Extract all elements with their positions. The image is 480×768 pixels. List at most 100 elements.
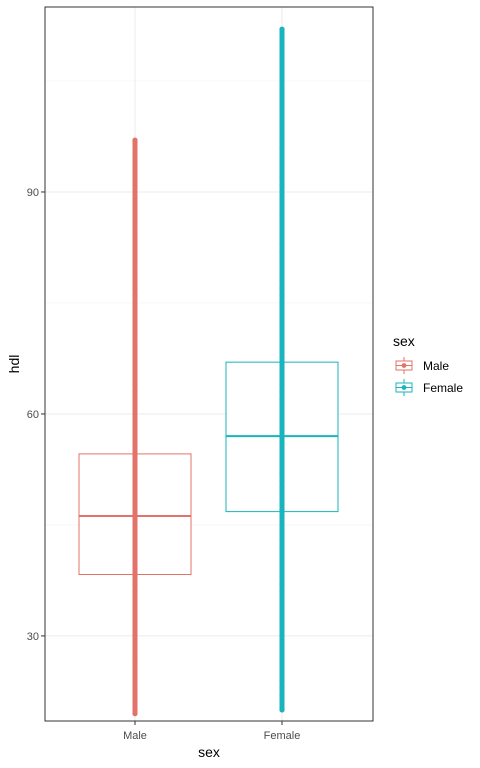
point-female-33 <box>279 463 285 469</box>
point-female-45 <box>279 374 285 380</box>
point-male-59 <box>132 278 138 284</box>
legend-key-point-male <box>401 363 407 368</box>
point-male-39 <box>132 426 138 432</box>
point-male-72 <box>132 170 138 177</box>
point-male-11 <box>132 633 138 639</box>
point-female-71 <box>279 181 285 188</box>
plot-border <box>44 6 374 722</box>
point-male-15 <box>132 603 138 609</box>
point-female-15 <box>279 596 285 602</box>
point-female-3 <box>279 685 285 691</box>
point-male-8 <box>132 655 138 661</box>
point-male-66 <box>132 226 138 232</box>
point-male-4 <box>132 681 138 687</box>
point-male-21 <box>132 559 138 565</box>
point-female-56 <box>279 292 285 299</box>
point-female-16 <box>279 588 285 595</box>
legend: sex Male Female <box>393 333 463 397</box>
point-male-22 <box>132 551 138 558</box>
point-male-40 <box>132 418 138 424</box>
point-male-61 <box>132 263 138 269</box>
legend-entries: Male Female <box>394 356 463 397</box>
point-female-52 <box>279 322 285 328</box>
point-female-12 <box>279 618 285 624</box>
point-male-0 <box>132 711 138 717</box>
point-female-80 <box>279 104 285 110</box>
point-female-26 <box>279 514 285 521</box>
point-female-51 <box>279 329 285 336</box>
point-male-10 <box>132 640 138 646</box>
point-female-35 <box>279 448 285 454</box>
point-female-13 <box>279 611 285 617</box>
legend-entry-female: Female <box>394 378 463 397</box>
point-female-39 <box>279 418 285 424</box>
point-female-17 <box>279 581 285 587</box>
point-female-69 <box>279 196 285 202</box>
point-male-75 <box>132 137 138 143</box>
point-female-76 <box>279 144 285 151</box>
point-male-42 <box>132 403 138 410</box>
point-male-55 <box>132 307 138 313</box>
point-male-69 <box>132 204 138 210</box>
x-tick-label-male: Male <box>123 730 147 742</box>
point-male-6 <box>132 666 138 672</box>
point-female-77 <box>279 133 285 140</box>
point-female-65 <box>279 226 285 232</box>
point-female-58 <box>279 278 285 284</box>
legend-entry-male: Male <box>394 356 449 375</box>
y-axis-title: hdl <box>6 355 22 374</box>
point-female-32 <box>279 470 285 476</box>
point-male-68 <box>132 211 138 217</box>
point-male-67 <box>132 218 138 225</box>
point-female-84 <box>279 26 285 32</box>
point-male-30 <box>132 492 138 498</box>
point-female-14 <box>279 603 285 609</box>
point-male-28 <box>132 507 138 513</box>
point-female-28 <box>279 500 285 506</box>
point-female-54 <box>279 307 285 313</box>
point-male-37 <box>132 440 138 447</box>
point-female-25 <box>279 522 285 528</box>
point-male-56 <box>132 300 138 306</box>
point-male-57 <box>132 292 138 299</box>
point-male-9 <box>132 648 138 654</box>
point-female-22 <box>279 544 285 550</box>
point-female-40 <box>279 411 285 417</box>
point-female-66 <box>279 218 285 225</box>
point-female-1 <box>279 699 285 706</box>
point-female-79 <box>279 115 285 121</box>
y-tick-label-1: 60 <box>27 409 39 421</box>
point-male-38 <box>132 433 138 439</box>
point-male-74 <box>132 152 138 158</box>
point-male-65 <box>132 233 138 239</box>
point-male-63 <box>132 248 138 254</box>
point-male-16 <box>132 596 138 602</box>
point-male-1 <box>132 707 138 713</box>
point-male-70 <box>132 189 138 195</box>
point-female-61 <box>279 255 285 262</box>
point-female-8 <box>279 648 285 654</box>
point-female-44 <box>279 381 285 387</box>
point-male-53 <box>132 322 138 328</box>
point-female-27 <box>279 507 285 513</box>
point-female-42 <box>279 396 285 402</box>
point-male-54 <box>132 315 138 321</box>
point-female-55 <box>279 300 285 306</box>
point-male-17 <box>132 588 138 595</box>
legend-label-female: Female <box>423 381 463 395</box>
point-female-31 <box>279 477 285 484</box>
point-male-46 <box>132 374 138 380</box>
point-male-44 <box>132 389 138 395</box>
point-male-32 <box>132 477 138 484</box>
y-tick-label-2: 90 <box>27 187 39 199</box>
point-male-48 <box>132 359 138 365</box>
point-female-46 <box>279 366 285 373</box>
point-male-23 <box>132 544 138 550</box>
point-male-27 <box>132 514 138 521</box>
legend-title: sex <box>393 333 415 349</box>
point-female-4 <box>279 677 285 683</box>
point-male-62 <box>132 255 138 262</box>
point-female-23 <box>279 537 285 543</box>
x-axis-title: sex <box>198 744 220 760</box>
point-male-26 <box>132 522 138 528</box>
